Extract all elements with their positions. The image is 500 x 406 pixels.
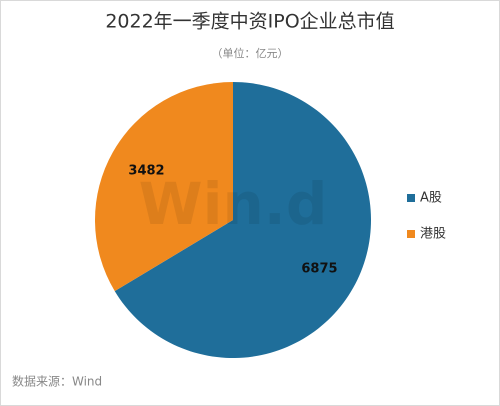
chart-subtitle: （单位：亿元） xyxy=(212,46,289,60)
data-label: 6875 xyxy=(301,261,337,276)
legend-swatch xyxy=(407,194,415,202)
pie-slice xyxy=(114,82,372,358)
chart-title: 2022年一季度中资IPO企业总市值 xyxy=(105,11,394,33)
pie-slice xyxy=(95,82,233,292)
legend-swatch xyxy=(407,230,415,238)
legend-label: 港股 xyxy=(420,227,446,242)
source-note: 数据来源：Wind xyxy=(12,374,102,389)
watermark: Win.d xyxy=(139,170,328,238)
data-label: 3482 xyxy=(128,164,164,179)
legend-label: A股 xyxy=(420,191,442,206)
